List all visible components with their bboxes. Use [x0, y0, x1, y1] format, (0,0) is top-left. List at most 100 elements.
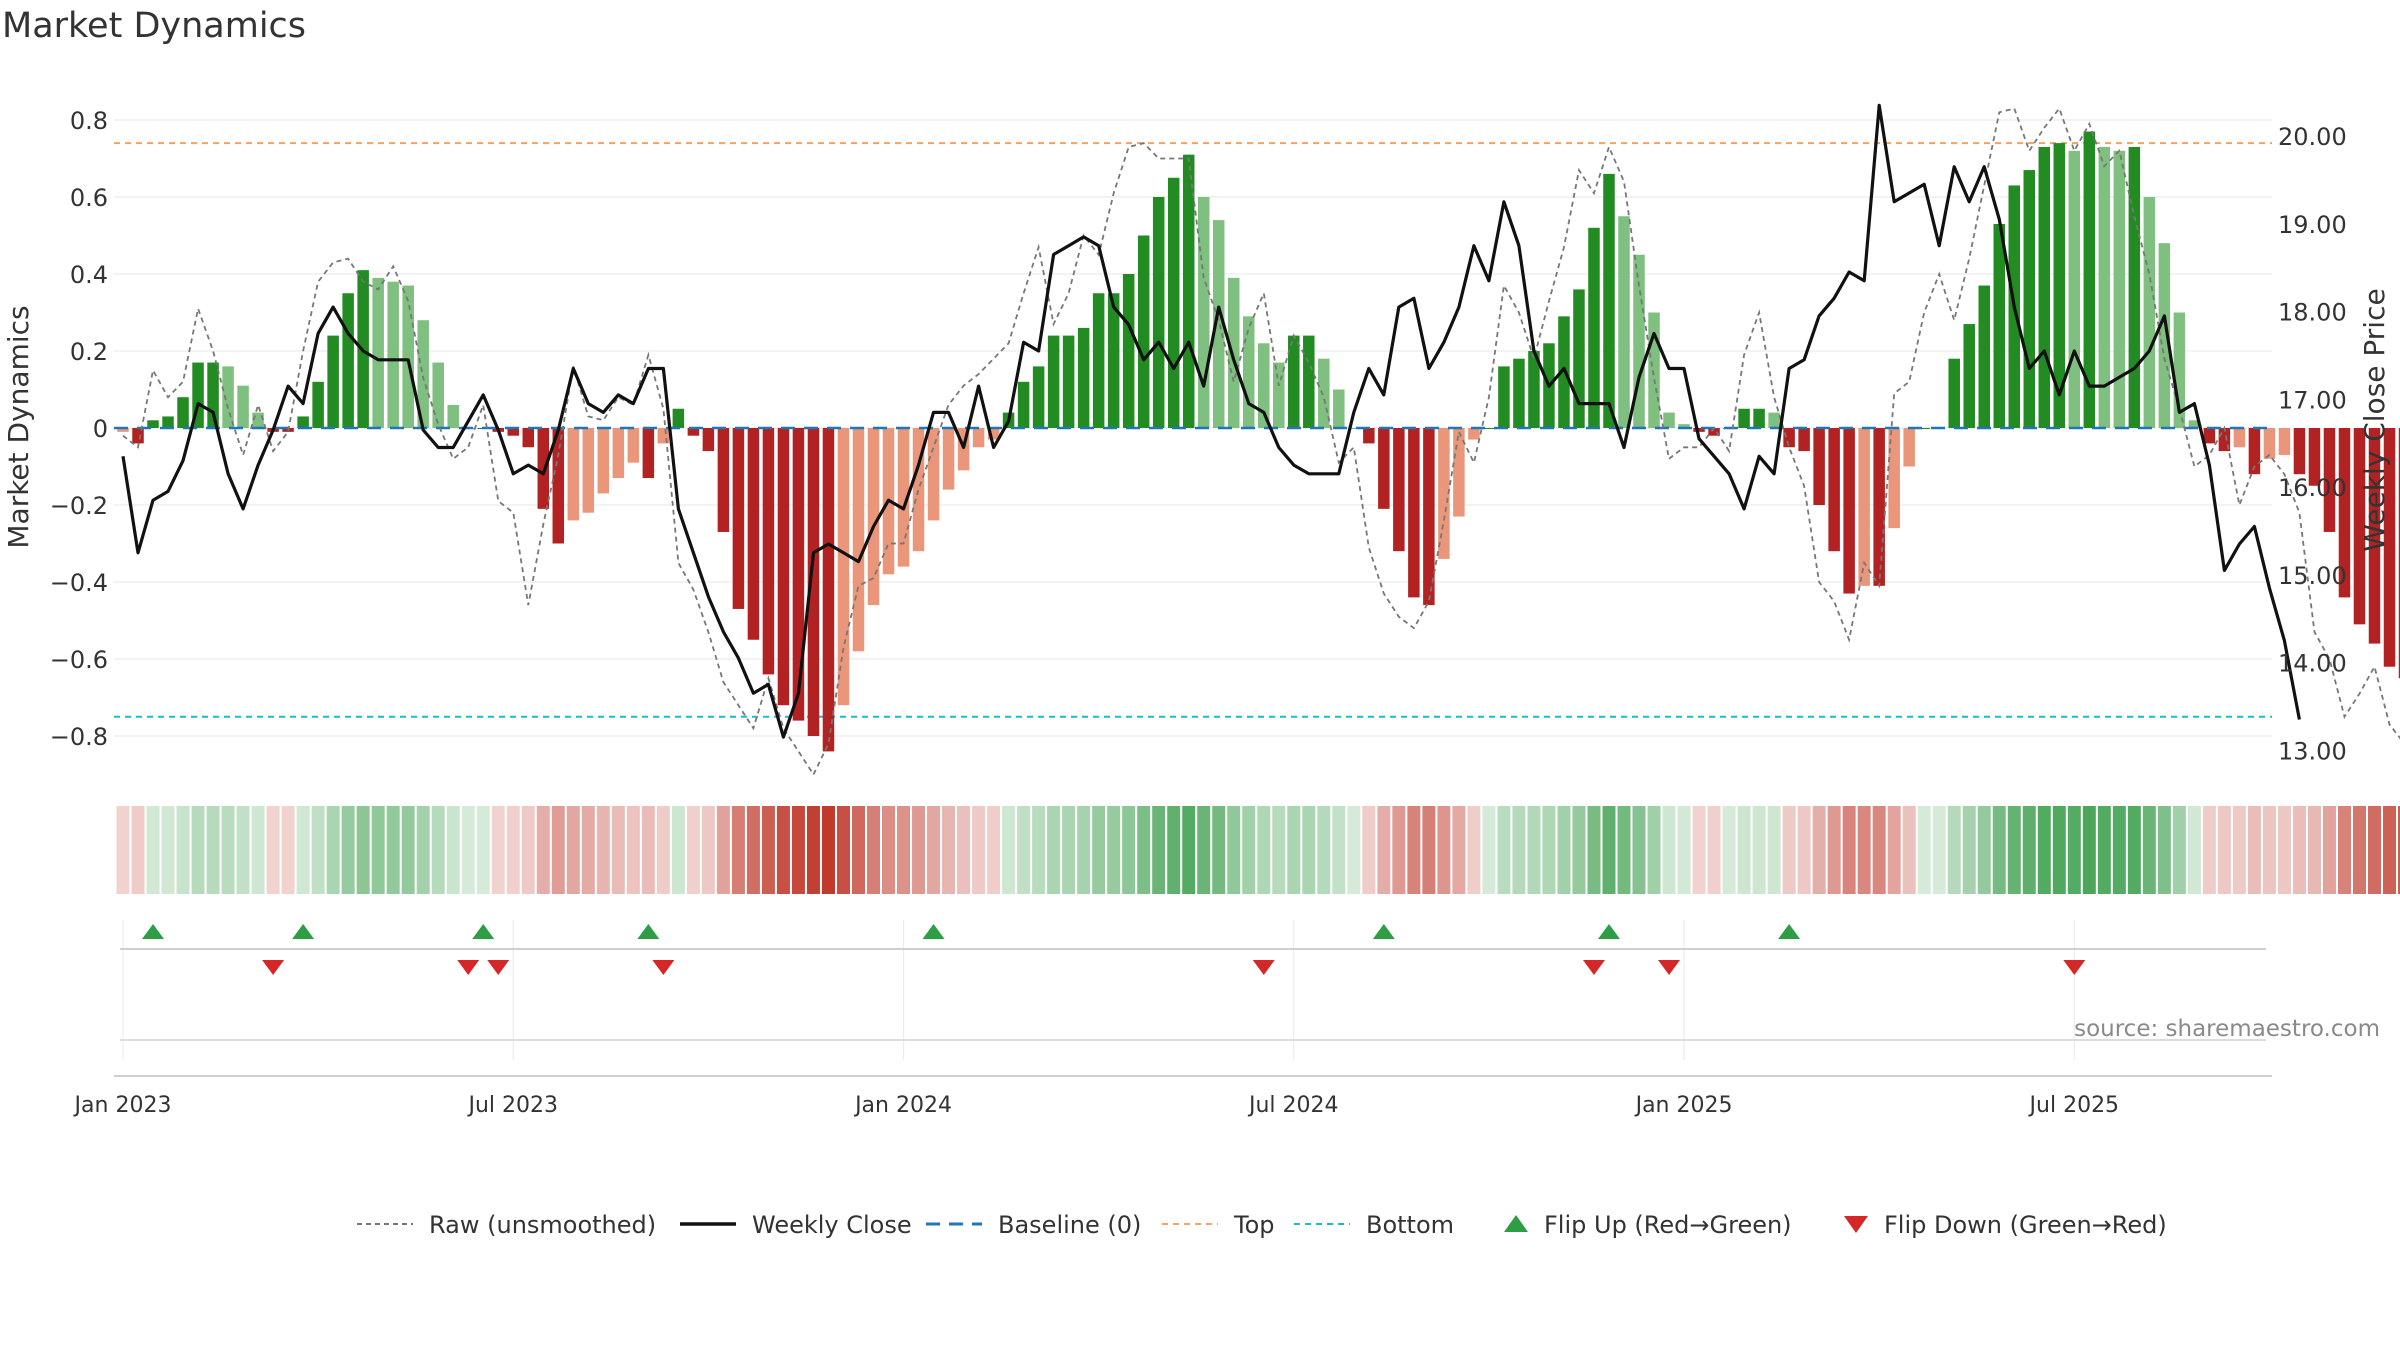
regime-cell [851, 806, 865, 894]
dynamics-bar [177, 397, 189, 428]
regime-cell [1962, 806, 1976, 894]
dynamics-bar [777, 428, 790, 706]
dynamics-bar [1858, 428, 1870, 586]
regime-cell [1737, 806, 1751, 894]
regime-cell [1077, 806, 1091, 894]
regime-cell [461, 806, 475, 894]
regime-cell [1347, 806, 1361, 894]
regime-cell [776, 806, 790, 894]
dynamics-bar [1288, 335, 1300, 428]
dynamics-bar [1738, 408, 1750, 428]
dynamics-bar [927, 428, 940, 521]
regime-cell [671, 806, 685, 894]
dynamics-bar [1258, 343, 1270, 428]
regime-cell [1872, 806, 1886, 894]
dynamics-bar [1783, 428, 1795, 448]
x-tick-label: Jul 2024 [1247, 1093, 1339, 1118]
regime-cell [1182, 806, 1196, 894]
regime-cell [281, 806, 295, 894]
dynamics-bar [897, 428, 910, 567]
dynamics-bar [1483, 428, 1495, 429]
regime-cell [716, 806, 730, 894]
y-right-tick-label: 18.00 [2278, 299, 2347, 327]
dynamics-bar [2338, 428, 2351, 598]
dynamics-bar [1618, 216, 1630, 428]
regime-cell [1047, 806, 1061, 894]
regime-cell [2337, 806, 2351, 894]
regime-cell [206, 806, 220, 894]
dynamics-bar [192, 362, 204, 428]
dynamics-bar [2068, 150, 2081, 429]
dynamics-bar [222, 366, 234, 428]
dynamics-bar [1182, 154, 1195, 428]
regime-cell [1602, 806, 1616, 894]
regime-cell [761, 806, 775, 894]
regime-cell [176, 806, 190, 894]
regime-cell [626, 806, 640, 894]
dynamics-bar [2293, 428, 2306, 475]
regime-cell [927, 806, 941, 894]
regime-cell [1377, 806, 1391, 894]
y-right-tick-label: 13.00 [2278, 737, 2347, 765]
regime-cell [1392, 806, 1406, 894]
regime-cell [2082, 806, 2096, 894]
regime-cell [2307, 806, 2321, 894]
regime-cell [897, 806, 911, 894]
dynamics-bar [1573, 289, 1585, 428]
dynamics-bar [1152, 197, 1165, 428]
weekly-close-line [121, 103, 2301, 739]
dynamics-bar [237, 385, 249, 428]
dynamics-bar [1993, 223, 2005, 428]
regime-cell [2112, 806, 2126, 894]
regime-cell [416, 806, 430, 894]
regime-cell [551, 806, 565, 894]
legend-label-close: Weekly Close [752, 1211, 912, 1239]
dynamics-bar [447, 404, 459, 428]
y-right-tick-label: 17.00 [2278, 386, 2347, 414]
regime-cell [791, 806, 805, 894]
dynamics-bar [507, 428, 520, 436]
dynamics-bar [1212, 220, 1225, 428]
dynamics-bar [1378, 428, 1390, 509]
y-left-tick-label: 0.6 [70, 184, 108, 212]
x-tick-label: Jan 2024 [853, 1093, 952, 1118]
dynamics-bar [402, 285, 414, 428]
regime-cell [566, 806, 580, 894]
dynamics-bar [657, 428, 670, 444]
regime-cell [942, 806, 956, 894]
dynamics-bar [372, 277, 384, 428]
dynamics-bar [2263, 428, 2276, 459]
dynamics-bar [1768, 412, 1780, 428]
x-tick-label: Jul 2025 [2028, 1093, 2120, 1118]
dynamics-bar [612, 428, 625, 479]
regime-cell [356, 806, 370, 894]
regime-cell [251, 806, 265, 894]
regime-cell [1287, 806, 1301, 894]
regime-cell [1902, 806, 1916, 894]
dynamics-bar [1888, 428, 1900, 529]
regime-cell [1572, 806, 1586, 894]
dynamics-bar [1813, 428, 1825, 505]
dynamics-bar [747, 428, 760, 640]
dynamics-bar [1963, 324, 1975, 428]
flip-down-marker [652, 960, 675, 975]
dynamics-bar [522, 428, 535, 448]
dynamics-bar [207, 362, 219, 428]
regime-cell [611, 806, 625, 894]
dynamics-bar [117, 428, 129, 432]
dynamics-bar [312, 381, 324, 428]
dynamics-bar [717, 428, 730, 532]
source-note: source: sharemaestro.com [2074, 1016, 2380, 1042]
flip-up-marker [292, 924, 315, 939]
regime-cell [1917, 806, 1931, 894]
regime-cell [1932, 806, 1946, 894]
dynamics-bar [1498, 366, 1510, 428]
dynamics-bar [837, 428, 850, 706]
regime-cell [1632, 806, 1646, 894]
dynamics-bar [1122, 274, 1135, 428]
dynamics-bar [1873, 428, 1885, 586]
dynamics-bar [732, 428, 745, 609]
regime-cell [957, 806, 971, 894]
flip-up-marker [1372, 924, 1395, 939]
